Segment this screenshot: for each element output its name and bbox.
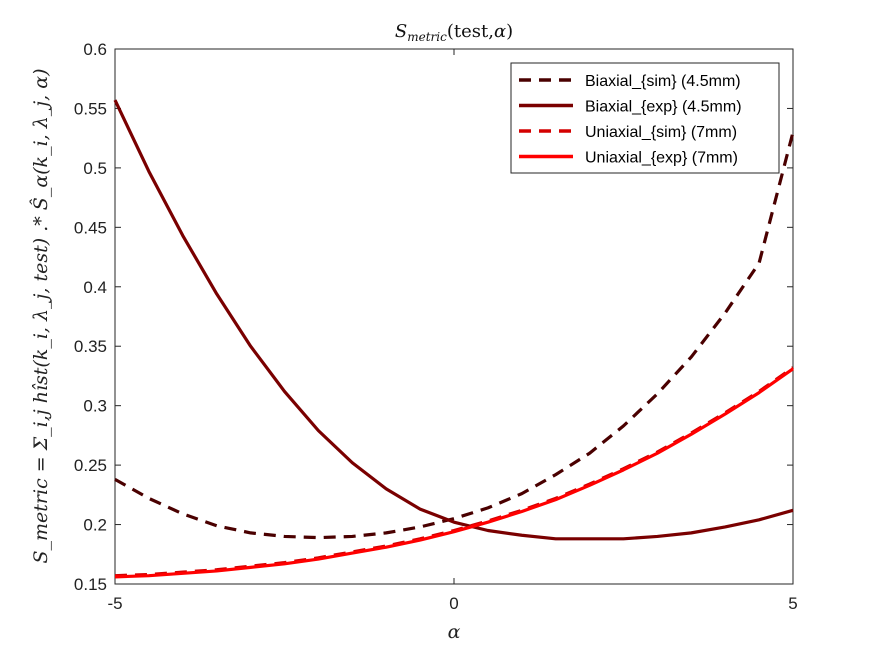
legend-label: Uniaxial_{exp} (7mm)	[585, 150, 738, 167]
legend-label: Biaxial_{sim} (4.5mm)	[585, 73, 741, 90]
y-axis-label: S_metric = Σ_i,j hîst(k_i, λ_j, test) .*…	[29, 69, 52, 564]
axis-ticks: 0.15 0.2 0.25 0.3 0.35 0.4 0.45 0.5 0.55 0.6 -5 0 5	[74, 40, 798, 613]
series-line	[114, 131, 795, 540]
series-layer	[113, 99, 795, 579]
y-tick-label: 0.25	[74, 456, 107, 475]
y-tick-label: 0.2	[83, 516, 107, 535]
y-tick-label: 0.3	[83, 397, 107, 416]
y-tick-label: 0.35	[74, 337, 107, 356]
x-tick-label: 0	[449, 594, 458, 613]
legend: Biaxial_{sim} (4.5mm) Biaxial_{exp} (4.5m…	[510, 62, 780, 174]
x-tick-label: 5	[788, 594, 797, 613]
legend-label: Uniaxial_{sim} (7mm)	[585, 124, 737, 141]
legend-box	[510, 62, 780, 174]
x-tick-label: -5	[107, 594, 122, 613]
y-tick-label: 0.5	[83, 159, 107, 178]
y-tick-label: 0.6	[83, 40, 107, 59]
y-tick-label: 0.4	[83, 278, 107, 297]
series-line	[114, 367, 794, 579]
x-axis-label: α	[448, 621, 461, 643]
legend-label: Biaxial_{exp} (4.5mm)	[585, 99, 742, 116]
chart-title: Smetric(test,α)	[395, 21, 513, 44]
series-line	[113, 99, 794, 541]
y-tick-label: 0.45	[74, 218, 107, 237]
y-tick-label: 0.15	[74, 575, 107, 594]
y-tick-label: 0.55	[74, 99, 107, 118]
